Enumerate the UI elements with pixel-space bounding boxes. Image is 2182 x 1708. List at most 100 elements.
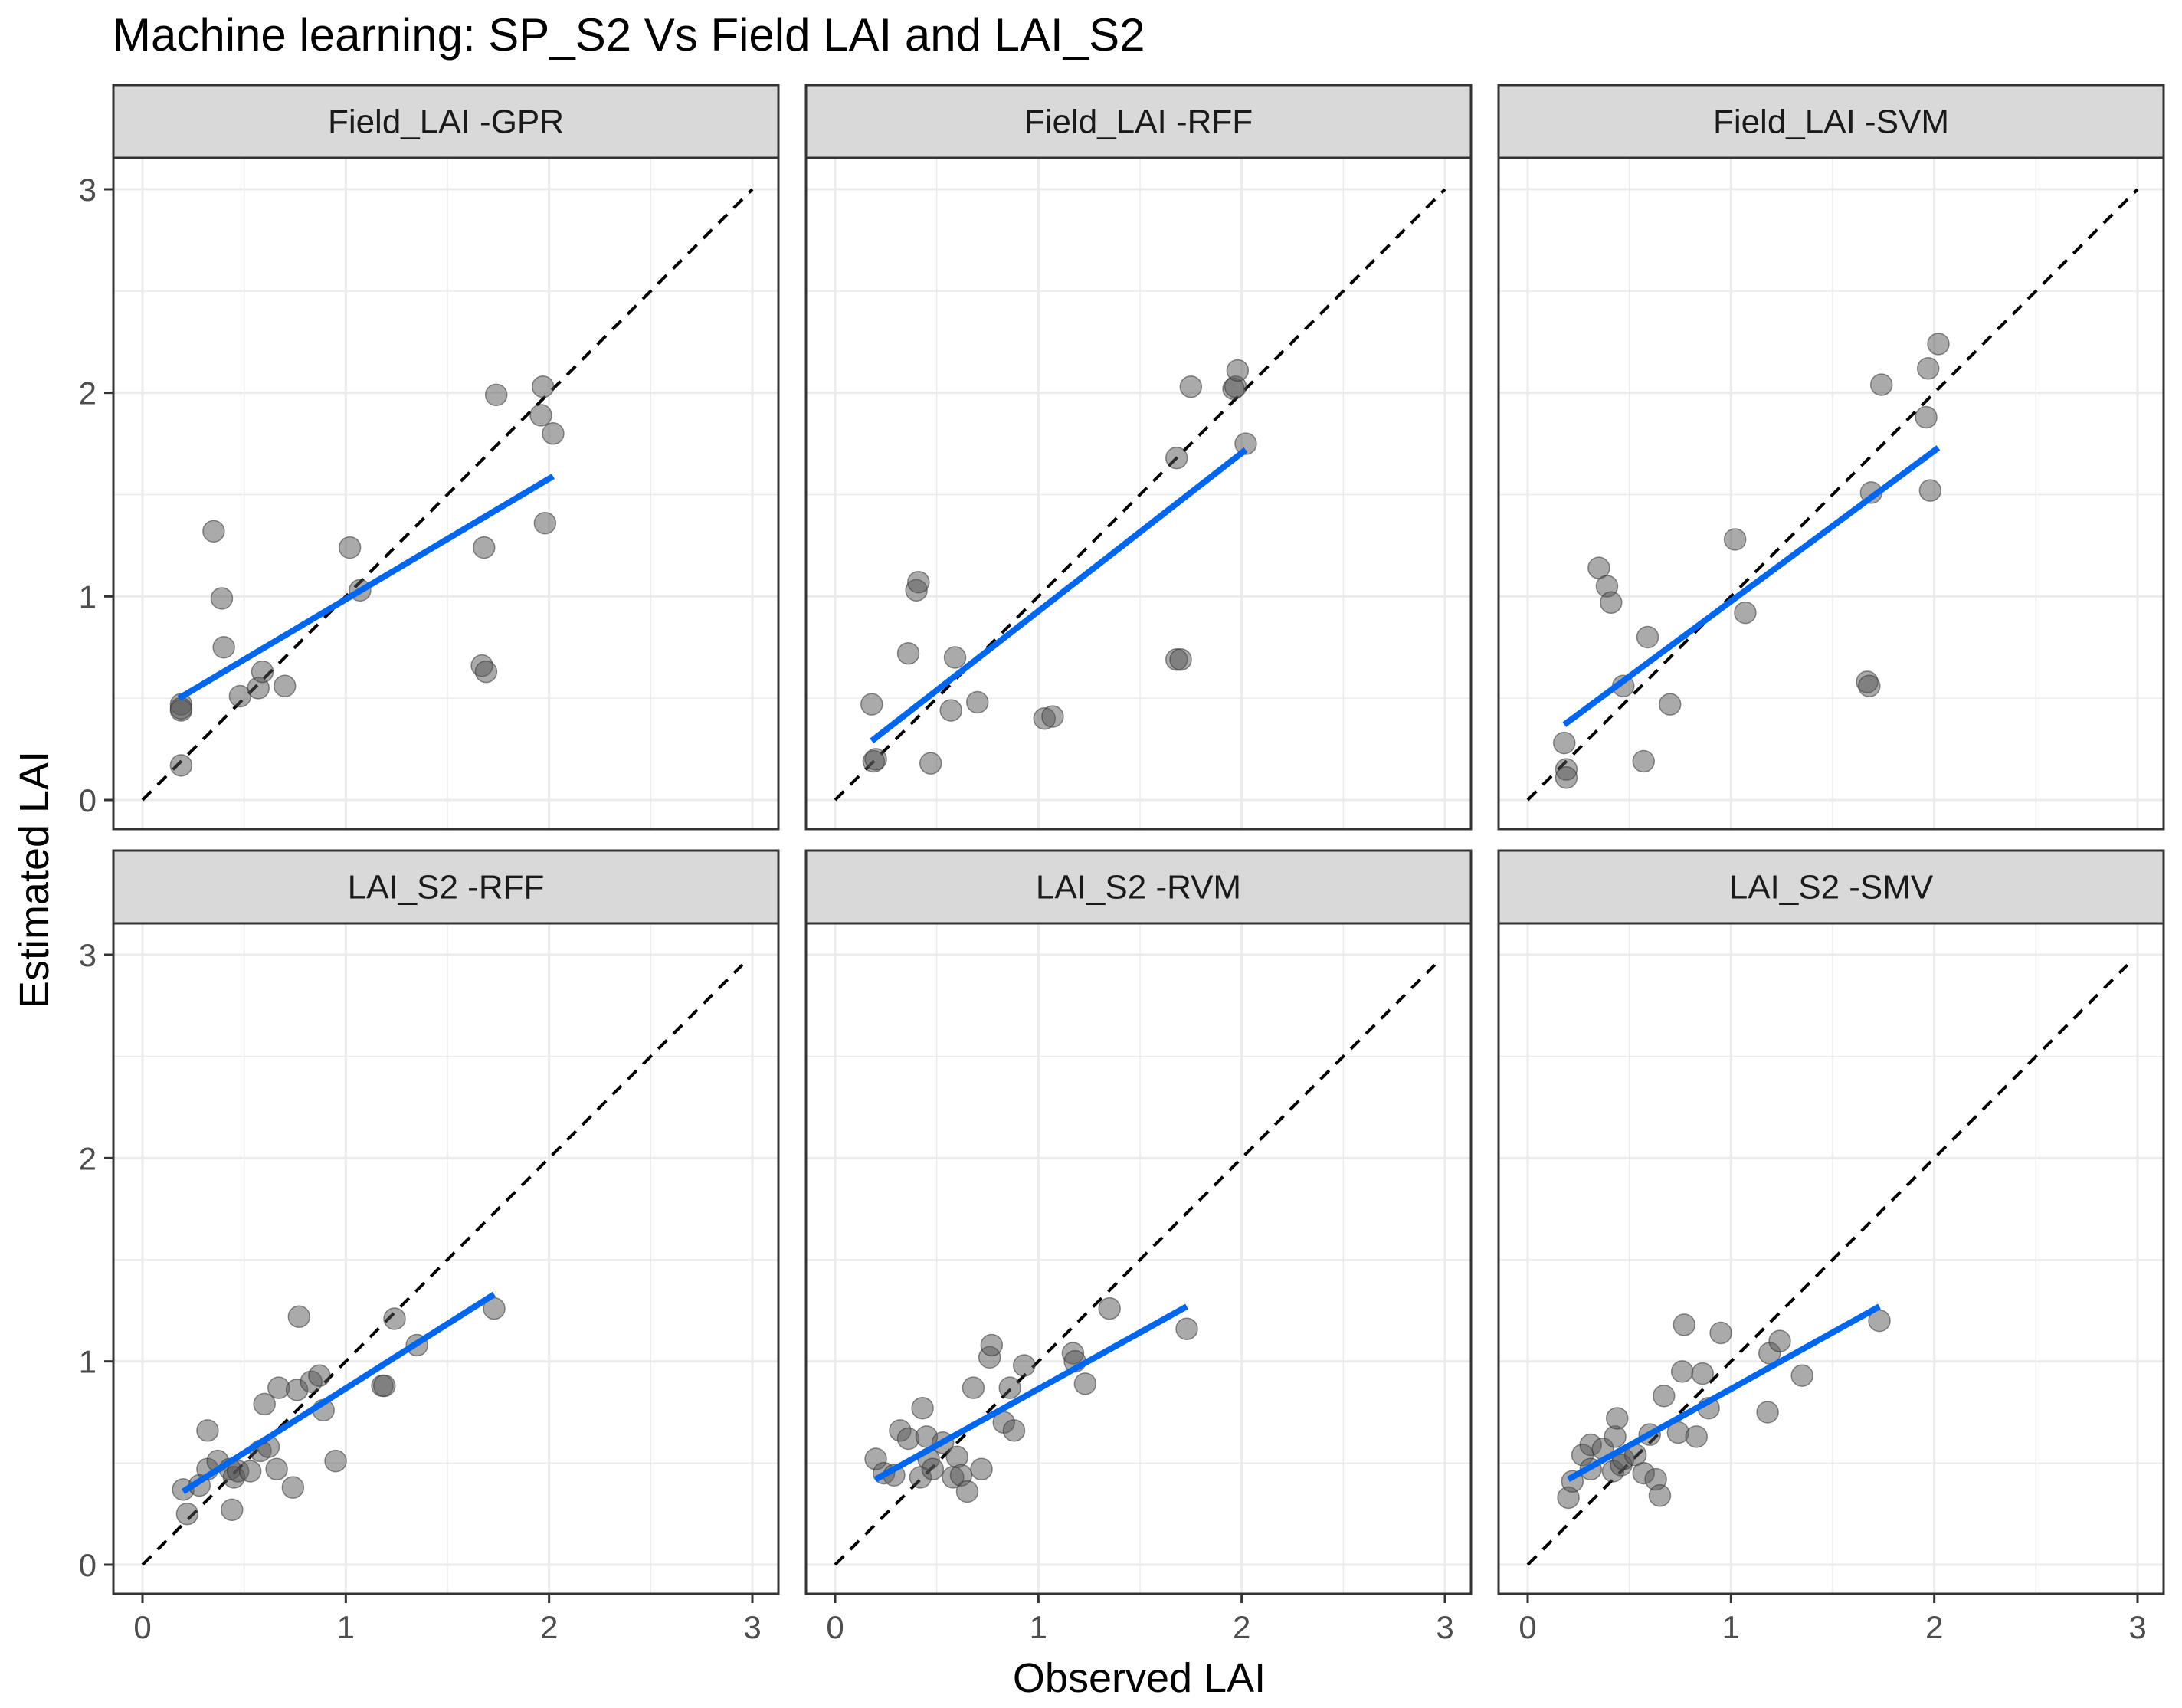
panel-strip — [1497, 84, 2165, 159]
y-tick-label: 3 — [79, 937, 97, 973]
data-point — [1632, 749, 1655, 773]
data-point — [962, 1376, 985, 1399]
data-point — [533, 511, 557, 535]
panel-border — [1497, 922, 2165, 1595]
panel-strip-label: LAI_S2 -SMV — [1729, 869, 1934, 906]
data-point — [896, 641, 920, 665]
panel-background — [806, 923, 1471, 1594]
x-tick-label: 0 — [133, 1609, 151, 1645]
data-point — [542, 422, 565, 445]
data-point — [1673, 1313, 1696, 1336]
x-axis-label: Observed LAI — [1013, 1655, 1266, 1701]
data-point — [970, 1457, 993, 1481]
panel-strip-label: LAI_S2 -RFF — [348, 869, 545, 906]
y-tick-label: 2 — [79, 1140, 97, 1176]
data-point — [965, 690, 989, 714]
data-point — [308, 1364, 331, 1387]
panel-border — [112, 156, 780, 831]
data-point — [1553, 731, 1576, 755]
data-point — [1658, 693, 1682, 716]
data-point — [1098, 1297, 1121, 1320]
data-point — [921, 1457, 945, 1481]
data-point — [1915, 405, 1938, 429]
x-tick-label: 1 — [1030, 1609, 1047, 1645]
panel-strip — [112, 84, 780, 159]
y-axis-label: Estimated LAI — [11, 751, 57, 1008]
data-point — [287, 1305, 311, 1329]
data-point — [919, 752, 942, 775]
data-point — [1927, 333, 1950, 356]
regression-line — [177, 474, 555, 701]
data-point — [169, 754, 193, 777]
y-tick-label: 2 — [79, 375, 97, 411]
y-tick-label: 1 — [79, 1344, 97, 1380]
data-point — [980, 1333, 1004, 1357]
data-point — [1555, 766, 1578, 789]
panel-background — [806, 158, 1471, 829]
panel-background — [1499, 923, 2164, 1594]
identity-line — [1526, 188, 2139, 802]
data-point — [1073, 1372, 1097, 1395]
data-point — [1605, 1407, 1629, 1430]
panel-border — [1497, 156, 2165, 831]
data-point — [1768, 1329, 1791, 1352]
data-point — [1916, 357, 1940, 380]
panel-strip — [804, 84, 1473, 159]
data-point — [273, 674, 297, 697]
data-point — [169, 697, 193, 720]
panel-background — [113, 158, 778, 829]
data-point — [1041, 705, 1064, 728]
data-point — [1858, 674, 1881, 697]
y-tick-label: 1 — [79, 579, 97, 615]
data-point — [1790, 1364, 1813, 1387]
data-point — [907, 570, 930, 594]
data-point — [338, 536, 362, 559]
panel-border — [804, 156, 1473, 831]
data-point — [1636, 625, 1659, 649]
data-point — [253, 1392, 276, 1416]
data-point — [324, 1449, 347, 1473]
regression-line — [1567, 1303, 1881, 1483]
data-point — [1600, 591, 1623, 615]
data-point — [1234, 432, 1257, 455]
data-point — [1002, 1419, 1026, 1442]
data-point — [1734, 601, 1757, 625]
panel-strip-label: Field_LAI -RFF — [1024, 103, 1253, 141]
panel-strip — [804, 849, 1473, 925]
data-point — [372, 1374, 396, 1398]
data-point — [281, 1476, 305, 1499]
data-point — [1165, 446, 1188, 470]
data-point — [955, 1480, 979, 1503]
x-tick-label: 3 — [2128, 1609, 2146, 1645]
y-tick-label: 3 — [79, 172, 97, 208]
data-point — [1691, 1362, 1714, 1385]
data-point — [943, 646, 967, 669]
data-point — [1179, 375, 1203, 398]
x-tick-label: 2 — [1233, 1609, 1250, 1645]
data-point — [1226, 359, 1250, 382]
panels: Field_LAI -GPR 0 1 2 3 Field_LAI -RFF Field_LA… — [79, 84, 2165, 1645]
regression-line — [1562, 445, 1941, 727]
data-point — [1709, 1321, 1732, 1345]
data-point — [1175, 1317, 1198, 1340]
identity-line — [141, 188, 754, 802]
data-point — [531, 375, 555, 398]
x-tick-label: 3 — [1436, 1609, 1453, 1645]
data-point — [1869, 373, 1893, 396]
panel-background — [1499, 158, 2164, 829]
data-point — [939, 699, 962, 722]
regression-line — [870, 447, 1248, 744]
data-point — [911, 1396, 934, 1420]
data-point — [175, 1502, 199, 1526]
regression-line — [874, 1303, 1188, 1483]
data-point — [1918, 479, 1942, 502]
panel-strip-label: Field_LAI -SVM — [1713, 103, 1949, 141]
x-tick-label: 1 — [337, 1609, 355, 1645]
panel-lai-s2-smv: LAI_S2 -SMV 0 1 2 3 — [1497, 849, 2165, 1645]
data-point — [202, 520, 225, 543]
x-tick-label: 3 — [743, 1609, 761, 1645]
panel-background — [113, 923, 778, 1594]
x-tick-label: 2 — [540, 1609, 558, 1645]
panel-border — [112, 922, 780, 1595]
